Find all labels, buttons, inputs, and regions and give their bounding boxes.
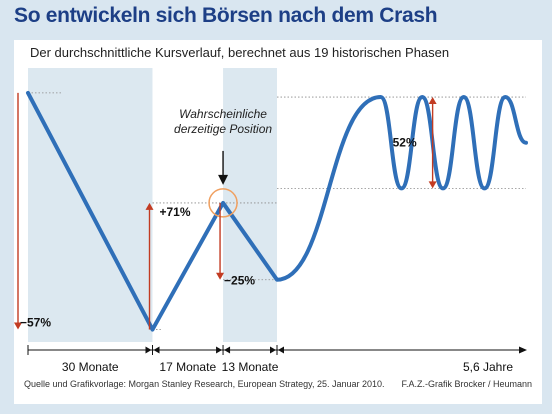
graphic-credit: F.A.Z.-Grafik Brocker / Heumann [401, 379, 532, 389]
index-series-line [26, 90, 528, 332]
source-note: Quelle und Grafikvorlage: Morgan Stanley… [24, 379, 385, 389]
phase-label-4: 5,6 Jahre [463, 360, 513, 374]
phase-arrow-left-2 [153, 346, 160, 354]
phase-axis: 30 Monate 17 Monate 13 Monate 5,6 Jahre [27, 345, 527, 374]
phase-shade-3 [223, 68, 277, 342]
phase-shade-1 [28, 68, 153, 342]
chart-subtitle: Der durchschnittliche Kursverlauf, berec… [30, 45, 450, 60]
phase-arrow-right-1 [145, 346, 152, 354]
change-label-4: 52% [393, 136, 417, 150]
change-arrow-4-head [428, 181, 437, 189]
change-label-1: −57% [20, 316, 51, 330]
change-arrow-4-tail-head [428, 97, 437, 105]
phase-arrow-left-3 [224, 346, 231, 354]
series-layer [26, 90, 528, 332]
phase-arrow-left-4 [278, 346, 284, 354]
phase-arrow-right-3 [270, 346, 276, 354]
phase-arrow-right-2 [216, 346, 223, 354]
change-arrow-1-head [14, 322, 22, 330]
phase-label-3: 13 Monate [222, 360, 279, 374]
chart-title: So entwickeln sich Börsen nach dem Crash [14, 4, 438, 27]
change-label-2: +71% [160, 205, 191, 219]
current-position-pointer-head [218, 174, 229, 185]
change-arrows: −57% +71% −25% 52% [14, 92, 437, 330]
change-arrow-3-head [216, 272, 225, 280]
phase-label-1: 30 Monate [62, 360, 119, 374]
change-label-3: −25% [224, 274, 255, 288]
change-arrow-2-head [145, 202, 154, 210]
current-position-circle [208, 188, 238, 218]
phase-shades [28, 68, 277, 342]
phase-label-2: 17 Monate [159, 360, 216, 374]
current-position-label-1: Wahrscheinliche [179, 107, 267, 121]
phase-axis-end-arrow [519, 346, 527, 354]
current-position-label-2: derzeitige Position [174, 122, 272, 136]
